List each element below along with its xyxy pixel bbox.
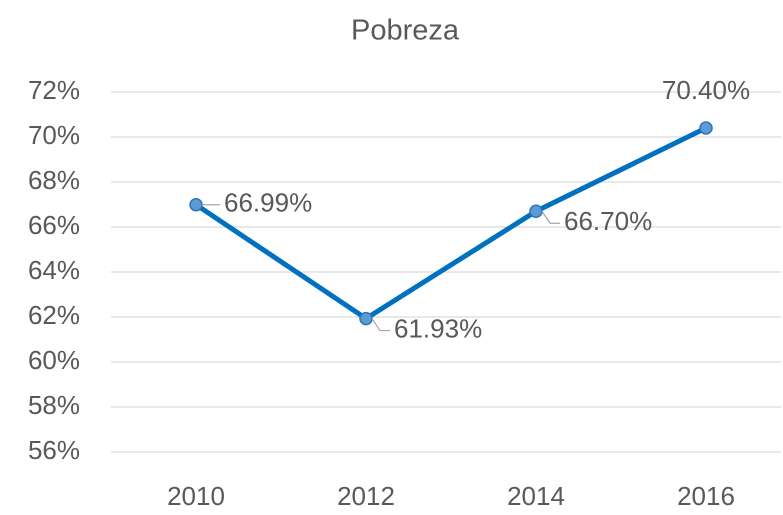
leader-line: [541, 210, 560, 224]
data-label: 66.70%: [564, 206, 652, 236]
data-label: 61.93%: [394, 313, 482, 343]
line: [194, 125, 708, 322]
y-tick-label: 68%: [28, 165, 80, 195]
y-tick-label: 58%: [28, 390, 80, 420]
y-tick-label: 64%: [28, 255, 80, 285]
x-tick-label: 2012: [337, 481, 395, 511]
y-tick-label: 72%: [28, 75, 80, 105]
data-label: 70.40%: [662, 75, 750, 105]
y-tick-label: 70%: [28, 120, 80, 150]
y-tick-label: 56%: [28, 435, 80, 465]
marker: [359, 311, 373, 326]
y-tick-label: 66%: [28, 210, 80, 240]
data-label: 66.99%: [224, 188, 312, 218]
x-tick-label: 2014: [507, 481, 565, 511]
y-tick-label: 60%: [28, 345, 80, 375]
marker: [189, 197, 203, 212]
leader-line: [371, 318, 390, 332]
y-tick-label: 62%: [28, 300, 80, 330]
x-tick-label: 2016: [677, 481, 735, 511]
x-tick-label: 2010: [167, 481, 225, 511]
marker: [699, 121, 713, 135]
marker: [529, 204, 543, 218]
chart-title: Pobreza: [351, 15, 460, 47]
